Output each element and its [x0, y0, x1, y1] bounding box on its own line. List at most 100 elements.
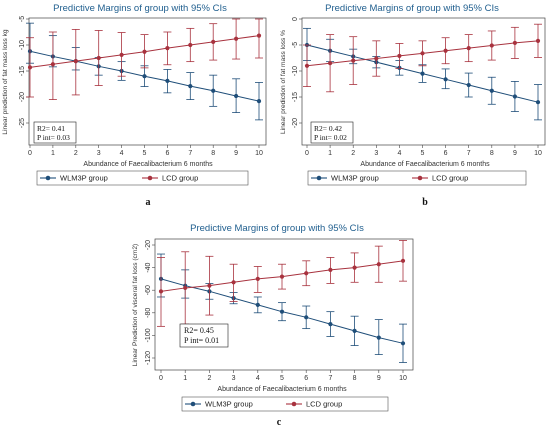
x-tick-label: 10 — [255, 150, 263, 157]
lcd-point — [397, 53, 402, 59]
wlm3p-point — [400, 341, 406, 346]
y-tick-label: -100 — [145, 328, 152, 342]
y-tick-label: -20 — [145, 240, 152, 250]
x-tick-label: 1 — [51, 150, 55, 157]
lcd-point — [400, 258, 406, 263]
plot-frame — [154, 238, 414, 371]
lcd-point — [420, 51, 425, 56]
x-tick-label: 3 — [232, 375, 236, 382]
y-tick-label: -10 — [19, 40, 26, 50]
lcd-point — [376, 262, 381, 267]
x-tick-label: 2 — [207, 375, 211, 382]
lcd-point — [443, 48, 448, 53]
wlm3p-point — [328, 322, 333, 327]
legend-lcd-marker — [291, 401, 297, 407]
panel-label: a — [146, 197, 151, 208]
lcd-point — [255, 276, 260, 281]
chart-title: Predictive Margins of group with 95% CIs — [53, 3, 227, 14]
lcd-point — [512, 40, 518, 46]
y-tick-label: -15 — [292, 92, 299, 102]
legend-lcd-label: LCD group — [306, 400, 342, 409]
lcd-point — [535, 38, 541, 43]
plot-frame — [28, 17, 267, 146]
x-tick-label: 3 — [97, 150, 101, 157]
wlm3p-point — [165, 78, 170, 83]
lcd-point — [142, 49, 147, 54]
lcd-point — [211, 39, 216, 44]
wlm3p-point — [234, 93, 239, 99]
y-axis-label: Linear prediction of fat mass loss % — [280, 30, 287, 134]
x-axis-label: Abundance of Faecalibacterium 6 months — [360, 161, 490, 168]
p-int-annotation: P int= 0.01 — [184, 336, 219, 345]
lcd-point — [328, 61, 333, 66]
x-tick-label: 5 — [143, 150, 147, 157]
legend — [181, 396, 389, 412]
wlm3p-point — [443, 77, 448, 82]
wlm3p-point — [535, 100, 541, 105]
legend-lcd-marker — [147, 175, 153, 181]
wlm3p-point — [352, 328, 357, 333]
panel-a: Predictive Margins of group with 95% CIs… — [2, 3, 267, 208]
wlm3p-point — [142, 74, 147, 79]
legend-wlm3p-marker — [190, 401, 196, 407]
lcd-point — [279, 274, 285, 279]
lcd-point — [234, 36, 239, 41]
lcd-point — [374, 56, 379, 61]
lcd-point — [50, 62, 56, 67]
x-axis-label: Abundance of Faecalibacterium 6 months — [217, 386, 347, 393]
y-tick-label: -10 — [292, 66, 299, 76]
x-tick-label: 9 — [513, 150, 517, 157]
r2-annotation: R2= 0.42 — [314, 124, 342, 133]
x-tick-label: 6 — [444, 150, 448, 157]
lcd-point — [158, 289, 164, 294]
r2-annotation: R2= 0.41 — [37, 124, 65, 133]
legend-lcd-marker — [417, 175, 423, 181]
x-tick-label: 2 — [74, 150, 78, 157]
wlm3p-point — [279, 309, 285, 314]
legend-wlm3p-label: WLM3P group — [60, 174, 108, 183]
y-tick-label: -5 — [19, 16, 26, 22]
y-tick-label: -25 — [19, 118, 26, 128]
lcd-point — [165, 46, 170, 51]
y-axis-label: Linear Prediction of visceral fat loss (… — [132, 244, 139, 366]
x-tick-label: 1 — [183, 375, 187, 382]
x-tick-label: 8 — [353, 375, 357, 382]
x-tick-label: 0 — [28, 150, 32, 157]
r2-annotation: R2= 0.45 — [184, 326, 214, 335]
x-tick-label: 4 — [256, 375, 260, 382]
lcd-point — [231, 280, 236, 285]
legend-lcd-label: LCD group — [432, 174, 468, 183]
x-tick-labels: 0 1 2 3 4 5 6 7 8 9 10 — [28, 150, 263, 157]
wlm3p-point — [466, 82, 471, 88]
legend-wlm3p-label: WLM3P group — [331, 174, 379, 183]
y-tick-label: -80 — [145, 308, 152, 318]
lcd-point — [73, 59, 78, 64]
lcd-point — [489, 43, 494, 48]
y-tick-label: -40 — [145, 262, 152, 272]
x-tick-label: 7 — [188, 150, 192, 157]
legend-lcd-label: LCD group — [162, 174, 198, 183]
panel-label: c — [277, 417, 282, 428]
wlm3p-point — [420, 71, 425, 76]
x-tick-label: 4 — [120, 150, 124, 157]
legend-items: WLM3P group LCD group — [185, 400, 342, 409]
y-tick-label: -15 — [19, 66, 26, 76]
x-tick-label: 7 — [467, 150, 471, 157]
legend-items: WLM3P group LCD group — [311, 174, 468, 183]
lcd-point — [256, 33, 262, 38]
x-tick-label: 2 — [351, 150, 355, 157]
y-tick-label: -120 — [145, 351, 152, 365]
lcd-point — [96, 55, 101, 61]
x-tick-label: 10 — [534, 150, 542, 157]
wlm3p-point — [512, 94, 518, 99]
x-tick-label: 5 — [280, 375, 284, 382]
plot-area — [299, 18, 542, 148]
p-int-annotation: P int= 0.03 — [37, 133, 70, 142]
wlm3p-point — [255, 302, 260, 307]
x-tick-label: 3 — [374, 150, 378, 157]
legend-items: WLM3P group LCD group — [40, 174, 198, 183]
wlm3p-point — [376, 335, 381, 340]
y-axis-label: Linear prediction of fat mass loss kg — [2, 29, 9, 135]
y-tick-labels: -5 -10 -15 -20 -25 — [19, 16, 26, 128]
